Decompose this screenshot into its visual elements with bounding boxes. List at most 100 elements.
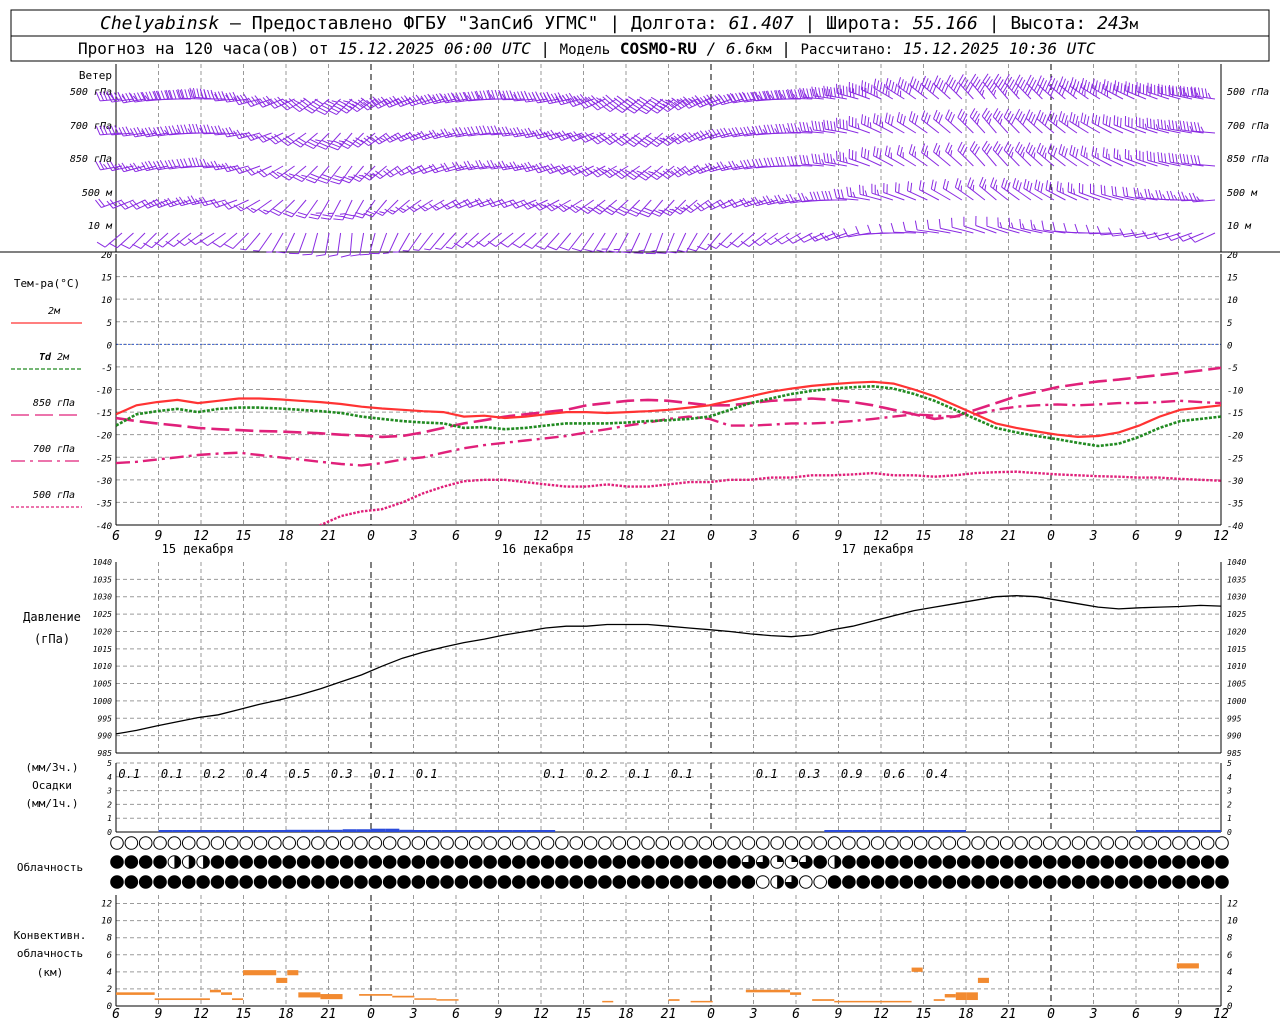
cloud-circle: [1187, 856, 1200, 869]
barb-feather: [865, 149, 866, 158]
cloud-circle: [340, 837, 353, 850]
precip-bar: [824, 830, 838, 832]
barb-feather: [779, 124, 782, 133]
legend-text: 2м: [57, 352, 70, 363]
cloud-circle: [943, 837, 956, 850]
press-tick-right: 1005: [1227, 680, 1246, 689]
barb-feather: [311, 214, 320, 216]
cloud-circle: [1043, 837, 1056, 850]
cloud-symbol: [182, 837, 195, 850]
barb-feather: [317, 146, 326, 150]
cloud-circle: [412, 876, 425, 889]
cloud-symbol: [1201, 876, 1214, 889]
cloud-symbol: [498, 856, 511, 869]
barb-feather: [903, 116, 905, 125]
cloud-circle: [355, 856, 368, 869]
wind-barb: [276, 233, 295, 253]
barb-feather: [488, 241, 496, 246]
cloud-circle: [599, 856, 612, 869]
barb-feather: [1018, 144, 1022, 152]
cloud-circle: [139, 837, 152, 850]
barb-feather: [1062, 113, 1065, 122]
barb-feather: [1114, 115, 1115, 124]
header-line-1: Chelyabinsk — Предоставлено ФГБУ "ЗапСиб…: [100, 13, 1139, 34]
wind-barb: [915, 221, 939, 233]
cloud-symbol: [1187, 856, 1200, 869]
barb-feather: [97, 242, 105, 247]
wind-barb: [418, 94, 444, 105]
barb-feather: [330, 181, 339, 184]
cloud-circle: [1101, 837, 1114, 850]
precip-3h-label: 0.6: [883, 767, 905, 781]
cloud-circle: [269, 876, 282, 889]
barb-feather: [946, 181, 948, 190]
precip-3h-label: 0.1: [671, 767, 693, 781]
wind-barb: [350, 233, 363, 256]
barb-feather: [651, 213, 660, 217]
precip-bar: [258, 830, 272, 832]
barb-feather: [939, 115, 942, 124]
barb-feather: [1018, 111, 1022, 119]
barb-feather: [1107, 81, 1109, 90]
barb-feather: [301, 175, 307, 176]
hour-tick-label: 9: [835, 1007, 843, 1022]
barb-feather: [320, 143, 329, 147]
cloud-symbol: [742, 876, 755, 889]
cloud-circle: [455, 856, 468, 869]
barb-feather: [1159, 190, 1162, 199]
barb-staff: [399, 233, 410, 252]
hour-tick-label: 9: [495, 1007, 503, 1022]
cloud-circle: [656, 837, 669, 850]
barb-feather: [958, 180, 961, 189]
cloud-symbol: [929, 837, 942, 850]
cloud-symbol: [1216, 856, 1229, 869]
cloud-symbol: [541, 856, 554, 869]
cloud-symbol: [800, 856, 813, 869]
barb-feather: [1084, 80, 1086, 89]
barb-feather: [1059, 144, 1062, 153]
conv-bar: [243, 970, 276, 975]
barb-feather: [1043, 80, 1047, 89]
barb-feather: [548, 246, 557, 249]
cloud-circle: [1144, 837, 1157, 850]
barb-feather: [1187, 122, 1189, 131]
cloud-circle: [240, 837, 253, 850]
cloud-circle: [728, 837, 741, 850]
barb-feather: [895, 84, 897, 93]
precip-tick-left: 3: [106, 787, 112, 796]
conv-title-2: облачность: [17, 947, 83, 960]
pressure-line: [116, 596, 1221, 734]
cloud-circle: [254, 876, 267, 889]
barb-feather: [919, 180, 921, 189]
cloud-circle: [886, 856, 899, 869]
precip-tick-left: 5: [107, 759, 112, 768]
barb-feather: [868, 117, 869, 126]
cloud-symbol: [326, 876, 339, 889]
cloud-circle: [800, 837, 813, 850]
barb-feather: [1151, 119, 1152, 128]
barb-feather: [977, 119, 979, 125]
barb-feather: [1194, 155, 1196, 164]
cloud-circle: [168, 876, 181, 889]
barb-feather: [1115, 80, 1116, 89]
calc-time: 15.12.2025 10:36 UTC: [903, 39, 1096, 58]
cloud-symbol: [857, 856, 870, 869]
cloud-symbol: [197, 837, 210, 850]
wind-barb: [353, 200, 375, 218]
barb-feather: [934, 110, 937, 119]
press-tick-right: 1010: [1227, 662, 1246, 671]
cloud-symbol: [383, 837, 396, 850]
barb-feather: [783, 157, 786, 166]
barb-feather: [413, 250, 419, 251]
cloud-symbol: [1115, 856, 1128, 869]
barb-feather: [483, 91, 486, 100]
barb-feather: [873, 113, 875, 122]
cloud-symbol: [269, 876, 282, 889]
cloud-symbol: [1130, 837, 1143, 850]
day-label: 17 декабря: [842, 542, 914, 556]
cloud-circle: [297, 837, 310, 850]
hour-tick-label: 9: [1175, 529, 1183, 544]
cloud-symbol: [197, 856, 210, 869]
conv-bar: [210, 990, 221, 993]
